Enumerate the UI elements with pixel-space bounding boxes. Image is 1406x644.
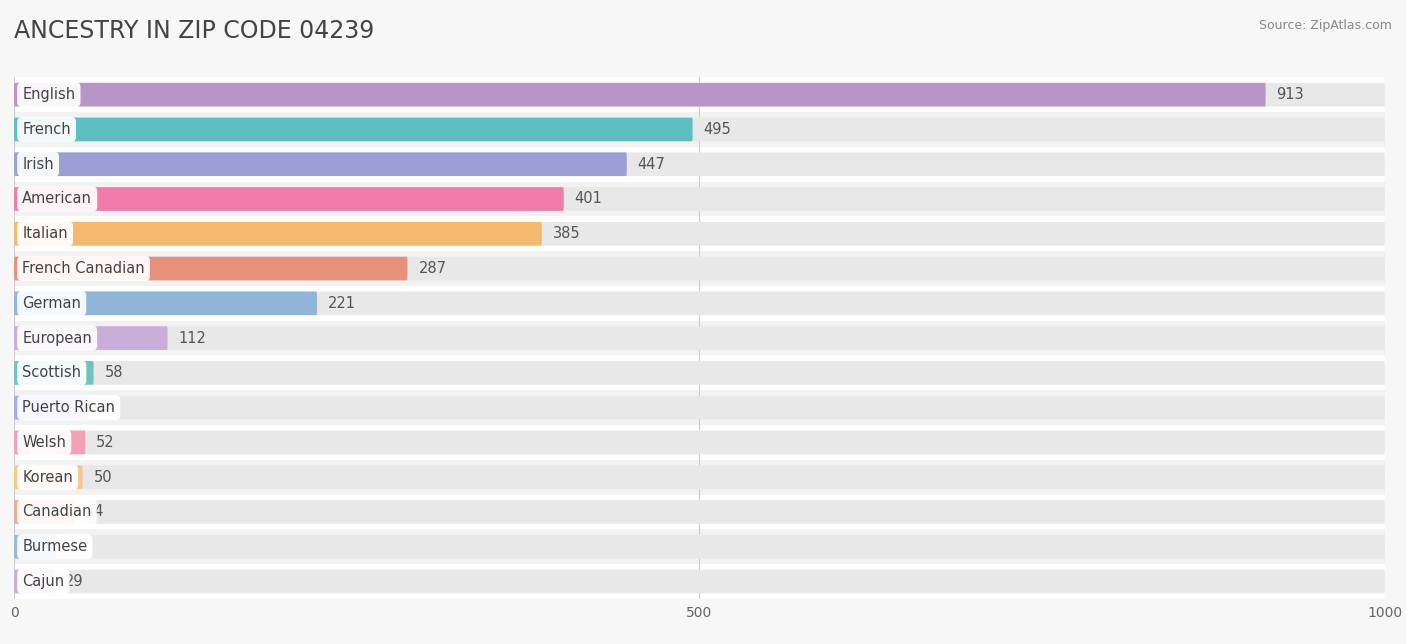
Text: Irish: Irish	[22, 156, 53, 172]
FancyBboxPatch shape	[14, 222, 541, 245]
FancyBboxPatch shape	[14, 466, 1385, 489]
Text: 401: 401	[575, 191, 603, 207]
Text: 54: 54	[98, 400, 118, 415]
Text: 44: 44	[86, 504, 104, 520]
Text: 495: 495	[703, 122, 731, 137]
FancyBboxPatch shape	[14, 292, 316, 315]
Text: English: English	[22, 87, 76, 102]
FancyBboxPatch shape	[14, 153, 627, 176]
FancyBboxPatch shape	[14, 500, 1385, 524]
Bar	[14, 321, 1385, 355]
FancyBboxPatch shape	[14, 431, 1385, 454]
Text: 29: 29	[65, 574, 83, 589]
Text: Source: ZipAtlas.com: Source: ZipAtlas.com	[1258, 19, 1392, 32]
Bar	[14, 529, 1385, 564]
FancyBboxPatch shape	[14, 257, 1385, 280]
Text: Canadian: Canadian	[22, 504, 91, 520]
FancyBboxPatch shape	[14, 361, 94, 384]
FancyBboxPatch shape	[14, 292, 1385, 315]
Bar	[14, 564, 1385, 599]
FancyBboxPatch shape	[14, 570, 53, 593]
FancyBboxPatch shape	[14, 535, 56, 558]
Text: French Canadian: French Canadian	[22, 261, 145, 276]
Text: Welsh: Welsh	[22, 435, 66, 450]
Bar	[14, 147, 1385, 182]
FancyBboxPatch shape	[14, 535, 1385, 558]
FancyBboxPatch shape	[14, 83, 1265, 106]
Bar	[14, 77, 1385, 112]
Text: 31: 31	[67, 539, 86, 554]
Text: European: European	[22, 330, 91, 346]
Bar	[14, 425, 1385, 460]
Text: American: American	[22, 191, 93, 207]
FancyBboxPatch shape	[14, 396, 89, 419]
Bar	[14, 182, 1385, 216]
FancyBboxPatch shape	[14, 500, 75, 524]
FancyBboxPatch shape	[14, 153, 1385, 176]
Bar	[14, 390, 1385, 425]
FancyBboxPatch shape	[14, 83, 1385, 106]
Bar	[14, 495, 1385, 529]
Text: 52: 52	[96, 435, 115, 450]
Text: Puerto Rican: Puerto Rican	[22, 400, 115, 415]
Bar	[14, 355, 1385, 390]
FancyBboxPatch shape	[14, 118, 693, 141]
Text: German: German	[22, 296, 82, 311]
FancyBboxPatch shape	[14, 222, 1385, 245]
Text: French: French	[22, 122, 70, 137]
FancyBboxPatch shape	[14, 257, 408, 280]
Text: Italian: Italian	[22, 226, 67, 242]
Text: 385: 385	[553, 226, 581, 242]
Text: 913: 913	[1277, 87, 1305, 102]
Text: 287: 287	[419, 261, 447, 276]
Text: Burmese: Burmese	[22, 539, 87, 554]
FancyBboxPatch shape	[14, 187, 1385, 211]
FancyBboxPatch shape	[14, 118, 1385, 141]
Text: 447: 447	[638, 156, 665, 172]
Text: ANCESTRY IN ZIP CODE 04239: ANCESTRY IN ZIP CODE 04239	[14, 19, 374, 43]
Text: 221: 221	[328, 296, 356, 311]
Bar	[14, 460, 1385, 495]
Text: 112: 112	[179, 330, 207, 346]
Text: Cajun: Cajun	[22, 574, 65, 589]
Text: Scottish: Scottish	[22, 365, 82, 381]
FancyBboxPatch shape	[14, 327, 1385, 350]
Bar	[14, 251, 1385, 286]
FancyBboxPatch shape	[14, 361, 1385, 384]
Text: 58: 58	[104, 365, 124, 381]
Bar	[14, 216, 1385, 251]
Text: 50: 50	[94, 469, 112, 485]
Bar	[14, 112, 1385, 147]
FancyBboxPatch shape	[14, 187, 564, 211]
FancyBboxPatch shape	[14, 327, 167, 350]
FancyBboxPatch shape	[14, 466, 83, 489]
FancyBboxPatch shape	[14, 431, 86, 454]
FancyBboxPatch shape	[14, 570, 1385, 593]
Text: Korean: Korean	[22, 469, 73, 485]
FancyBboxPatch shape	[14, 396, 1385, 419]
Bar	[14, 286, 1385, 321]
